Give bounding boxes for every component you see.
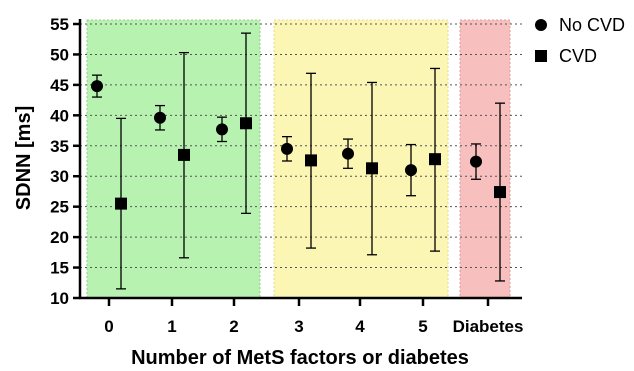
y-tick-label: 10 [50, 289, 69, 308]
x-tick-label: 0 [104, 317, 113, 336]
y-tick-label: 35 [50, 137, 69, 156]
x-tick-label: Diabetes [453, 317, 524, 336]
x-tick-label: 4 [355, 317, 365, 336]
group-band [273, 19, 449, 299]
data-point [429, 153, 441, 166]
y-tick-label: 30 [50, 167, 69, 186]
data-point [494, 186, 506, 199]
legend-label: CVD [559, 46, 597, 66]
group-band [86, 19, 261, 299]
data-point [178, 148, 190, 161]
x-axis-title: Number of MetS factors or diabetes [131, 347, 469, 369]
data-point [91, 80, 103, 93]
axes [78, 19, 522, 300]
data-point [240, 117, 252, 130]
y-tick-label: 15 [50, 259, 69, 278]
y-tick-label: 55 [50, 15, 69, 34]
data-point [405, 164, 417, 177]
y-tick-label: 40 [50, 106, 69, 125]
legend: No CVD CVD [535, 15, 625, 66]
y-tick-label: 50 [50, 45, 69, 64]
series-no-cvd [91, 74, 482, 197]
gridlines [80, 23, 522, 269]
series-cvd [115, 32, 506, 290]
data-point [470, 155, 482, 168]
y-axis-title: SDNN [ms] [13, 106, 35, 210]
series-marks [91, 32, 506, 290]
legend-label: No CVD [559, 15, 625, 35]
data-point [281, 142, 293, 155]
data-point [342, 147, 354, 160]
data-point [115, 197, 127, 210]
x-tick-label: 1 [167, 317, 176, 336]
data-point [216, 123, 228, 136]
data-point [154, 111, 166, 124]
legend-marker-square [535, 50, 547, 62]
legend-marker-circle [535, 19, 547, 31]
group-band [459, 19, 511, 299]
y-tick-label: 20 [50, 228, 69, 247]
x-tick-label: 3 [294, 317, 303, 336]
data-point [366, 162, 378, 175]
x-ticks: 0 1 2 3 4 5 Diabetes [104, 298, 523, 336]
y-tick-label: 25 [50, 198, 69, 217]
data-point [305, 154, 317, 167]
group-bands [86, 19, 511, 299]
y-ticks: 10 15 20 25 30 35 40 45 50 55 [50, 15, 80, 308]
x-tick-label: 5 [418, 317, 427, 336]
x-tick-label: 2 [229, 317, 238, 336]
y-tick-label: 45 [50, 76, 69, 95]
